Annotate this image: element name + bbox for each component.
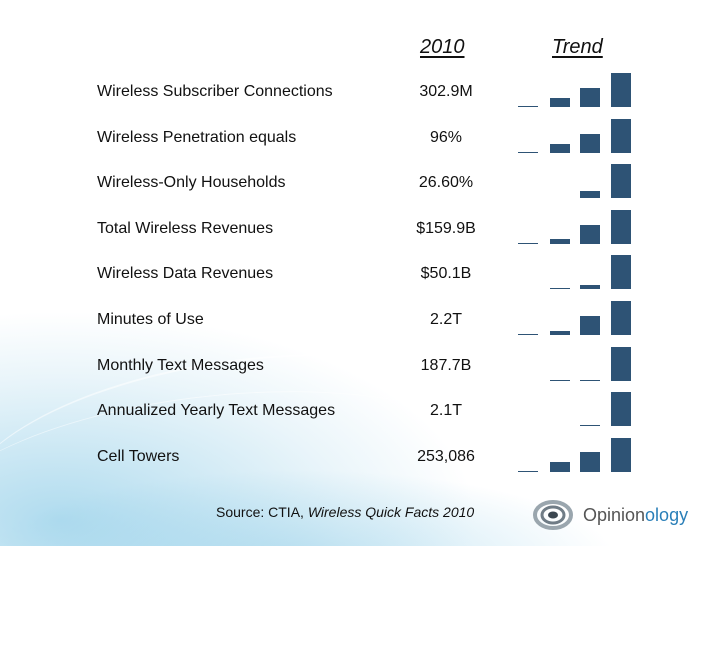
trend-bar (580, 316, 600, 335)
trend-sparkbars (518, 386, 636, 427)
trend-bar (611, 255, 631, 290)
trend-bar (550, 379, 570, 381)
trend-bar (550, 98, 570, 107)
trend-bar (611, 346, 631, 381)
trend-bar (611, 118, 631, 153)
trend-bar (518, 242, 538, 244)
brand-name-start: Opinion (583, 505, 646, 525)
opinionology-logo-icon (533, 500, 573, 530)
row-value: 26.60% (418, 174, 474, 192)
trend-bar (550, 461, 570, 472)
source-note: Source: CTIA, Wireless Quick Facts 2010 (216, 504, 474, 520)
row-label: Wireless-Only Households (97, 174, 286, 192)
trend-bar (580, 451, 600, 472)
year-header: 2010 (420, 36, 465, 58)
trend-bar (580, 285, 600, 290)
trend-bar (611, 73, 631, 107)
trend-bar (518, 334, 538, 335)
trend-sparkbars (518, 295, 636, 335)
background (0, 0, 728, 546)
trend-bar (550, 288, 570, 290)
trend-sparkbars (518, 113, 636, 153)
row-value: 302.9M (419, 83, 473, 100)
row-value: $159.9B (416, 219, 476, 237)
trend-bar (611, 437, 631, 472)
trend-bar (580, 191, 600, 199)
trend-bar (518, 106, 538, 107)
source-title: Wireless Quick Facts 2010 (307, 504, 475, 520)
row-label: Monthly Text Messages (97, 356, 264, 374)
row-label: Wireless Penetration equals (97, 128, 297, 146)
trend-bar (611, 164, 631, 199)
brand-name: Opinionology (583, 505, 688, 526)
trend-bar (550, 238, 570, 244)
row-label: Wireless Data Revenues (97, 265, 274, 283)
source-prefix: Source: CTIA, (216, 504, 308, 520)
trend-bar (580, 425, 600, 427)
trend-bar (550, 143, 570, 153)
row-label: Wireless Subscriber Connections (97, 83, 333, 100)
row-label: Annualized Yearly Text Messages (97, 402, 336, 420)
trend-sparkbars (518, 341, 636, 381)
row-value: 96% (429, 128, 463, 146)
trend-sparkbars (518, 249, 636, 290)
trend-bar (611, 301, 631, 335)
row-value: 187.7B (420, 356, 472, 374)
trend-bar (580, 133, 600, 153)
row-label: Minutes of Use (97, 311, 204, 328)
trend-bar (518, 151, 538, 153)
trend-bar (580, 88, 600, 107)
trend-sparkbars (518, 158, 636, 199)
trend-bar (518, 470, 538, 472)
trend-sparkbars (518, 432, 636, 472)
row-value: 2.1T (429, 402, 462, 420)
trend-header: Trend (552, 36, 603, 58)
trend-sparkbars (518, 67, 636, 107)
trend-bar (580, 224, 600, 244)
row-value: $50.1B (420, 265, 472, 283)
row-value: 253,086 (417, 447, 475, 465)
trend-bar (611, 392, 631, 427)
brand-name-accent: ology (645, 505, 689, 525)
trend-bar (611, 209, 631, 244)
row-label: Cell Towers (97, 447, 180, 465)
trend-bar (580, 379, 600, 381)
trend-sparkbars (518, 204, 636, 244)
trend-bar (550, 331, 570, 335)
row-label: Total Wireless Revenues (97, 219, 274, 237)
row-value: 2.2T (429, 311, 462, 328)
